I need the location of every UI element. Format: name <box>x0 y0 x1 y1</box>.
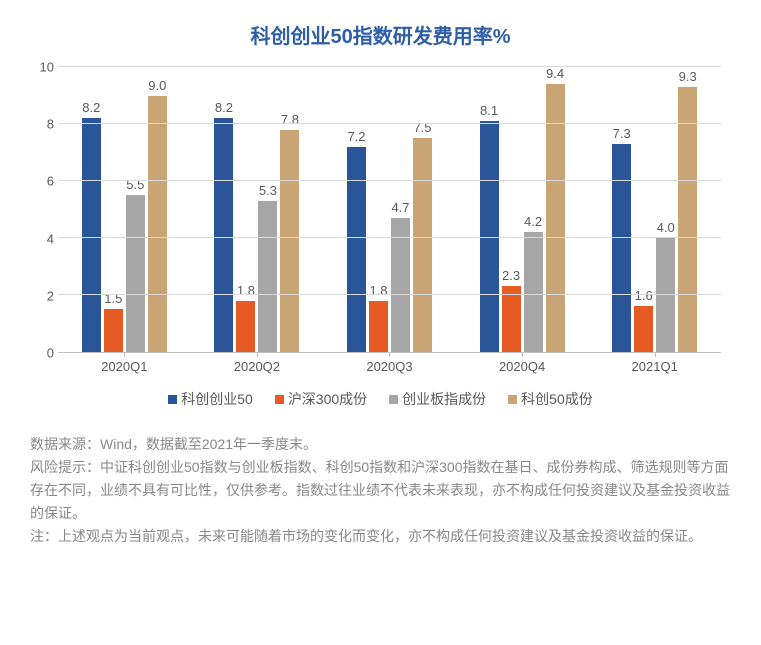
bar: 4.7 <box>391 218 410 352</box>
y-tick-label: 0 <box>30 346 54 361</box>
bar-group: 7.31.64.09.3 <box>588 67 721 352</box>
bar-value-label: 7.3 <box>613 126 631 141</box>
bar-value-label: 1.6 <box>635 288 653 303</box>
bar: 8.2 <box>214 118 233 352</box>
legend: 科创创业50 沪深300成份 创业板指成份 科创50成份 <box>30 389 731 409</box>
bar: 1.8 <box>369 301 388 352</box>
bar: 4.2 <box>524 232 543 352</box>
bar-value-label: 8.1 <box>480 103 498 118</box>
y-tick-label: 8 <box>30 117 54 132</box>
gridline <box>58 123 721 124</box>
footer-note: 注：上述观点为当前观点，未来可能随着市场的变化而变化，亦不构成任何投资建议及基金… <box>30 525 731 548</box>
legend-label: 科创50成份 <box>521 389 593 409</box>
x-axis-label: 2020Q3 <box>323 353 456 377</box>
bar-value-label: 5.3 <box>259 183 277 198</box>
footer-notes: 数据来源：Wind，数据截至2021年一季度末。 风险提示：中证科创创业50指数… <box>30 433 731 548</box>
legend-swatch <box>508 395 517 404</box>
bar: 7.8 <box>280 130 299 352</box>
gridline <box>58 180 721 181</box>
legend-label: 沪深300成份 <box>288 389 367 409</box>
bar-value-label: 4.7 <box>391 200 409 215</box>
footer-risk: 风险提示：中证科创创业50指数与创业板指数、科创50指数和沪深300指数在基日、… <box>30 456 731 525</box>
x-axis-label: 2020Q4 <box>456 353 589 377</box>
chart-area: 0246810 8.21.55.59.08.21.85.37.87.21.84.… <box>58 67 721 377</box>
y-axis: 0246810 <box>30 67 54 353</box>
x-axis-label: 2020Q1 <box>58 353 191 377</box>
bar-value-label: 2.3 <box>502 268 520 283</box>
gridline <box>58 66 721 67</box>
bar-group: 8.12.34.29.4 <box>456 67 589 352</box>
legend-item: 科创50成份 <box>508 389 593 409</box>
legend-item: 沪深300成份 <box>275 389 367 409</box>
bar: 9.4 <box>546 84 565 352</box>
bar-groups: 8.21.55.59.08.21.85.37.87.21.84.77.58.12… <box>58 67 721 352</box>
legend-item: 创业板指成份 <box>389 389 486 409</box>
bar: 8.2 <box>82 118 101 352</box>
gridline <box>58 294 721 295</box>
bar: 9.0 <box>148 96 167 353</box>
legend-swatch <box>275 395 284 404</box>
y-tick-label: 10 <box>30 60 54 75</box>
legend-swatch <box>168 395 177 404</box>
bar: 1.6 <box>634 306 653 352</box>
x-axis-labels: 2020Q12020Q22020Q32020Q42021Q1 <box>58 353 721 377</box>
bar: 1.8 <box>236 301 255 352</box>
bar-value-label: 4.0 <box>657 220 675 235</box>
bar-value-label: 7.2 <box>347 129 365 144</box>
bar: 5.5 <box>126 195 145 352</box>
bar-value-label: 1.8 <box>237 283 255 298</box>
legend-item: 科创创业50 <box>168 389 253 409</box>
bar-value-label: 8.2 <box>215 100 233 115</box>
legend-label: 科创创业50 <box>181 389 253 409</box>
bar: 7.5 <box>413 138 432 352</box>
bar-group: 8.21.85.37.8 <box>191 67 324 352</box>
footer-source: 数据来源：Wind，数据截至2021年一季度末。 <box>30 433 731 456</box>
bar: 7.3 <box>612 144 631 352</box>
y-tick-label: 4 <box>30 231 54 246</box>
bar: 7.2 <box>347 147 366 352</box>
bar: 5.3 <box>258 201 277 352</box>
bar-value-label: 8.2 <box>82 100 100 115</box>
gridline <box>58 237 721 238</box>
legend-label: 创业板指成份 <box>402 389 486 409</box>
bar-value-label: 9.0 <box>148 78 166 93</box>
bar: 4.0 <box>656 238 675 352</box>
x-axis-label: 2020Q2 <box>191 353 324 377</box>
x-axis-label: 2021Q1 <box>588 353 721 377</box>
bar: 1.5 <box>104 309 123 352</box>
y-tick-label: 6 <box>30 174 54 189</box>
bar-value-label: 1.8 <box>369 283 387 298</box>
bar: 2.3 <box>502 286 521 352</box>
chart-title: 科创创业50指数研发费用率% <box>30 20 731 49</box>
bar-value-label: 4.2 <box>524 214 542 229</box>
bar-group: 8.21.55.59.0 <box>58 67 191 352</box>
bar-value-label: 9.3 <box>679 69 697 84</box>
bar-value-label: 9.4 <box>546 66 564 81</box>
plot-area: 8.21.55.59.08.21.85.37.87.21.84.77.58.12… <box>58 67 721 353</box>
bar: 9.3 <box>678 87 697 352</box>
legend-swatch <box>389 395 398 404</box>
bar-group: 7.21.84.77.5 <box>323 67 456 352</box>
bar-value-label: 7.8 <box>281 112 299 127</box>
y-tick-label: 2 <box>30 288 54 303</box>
